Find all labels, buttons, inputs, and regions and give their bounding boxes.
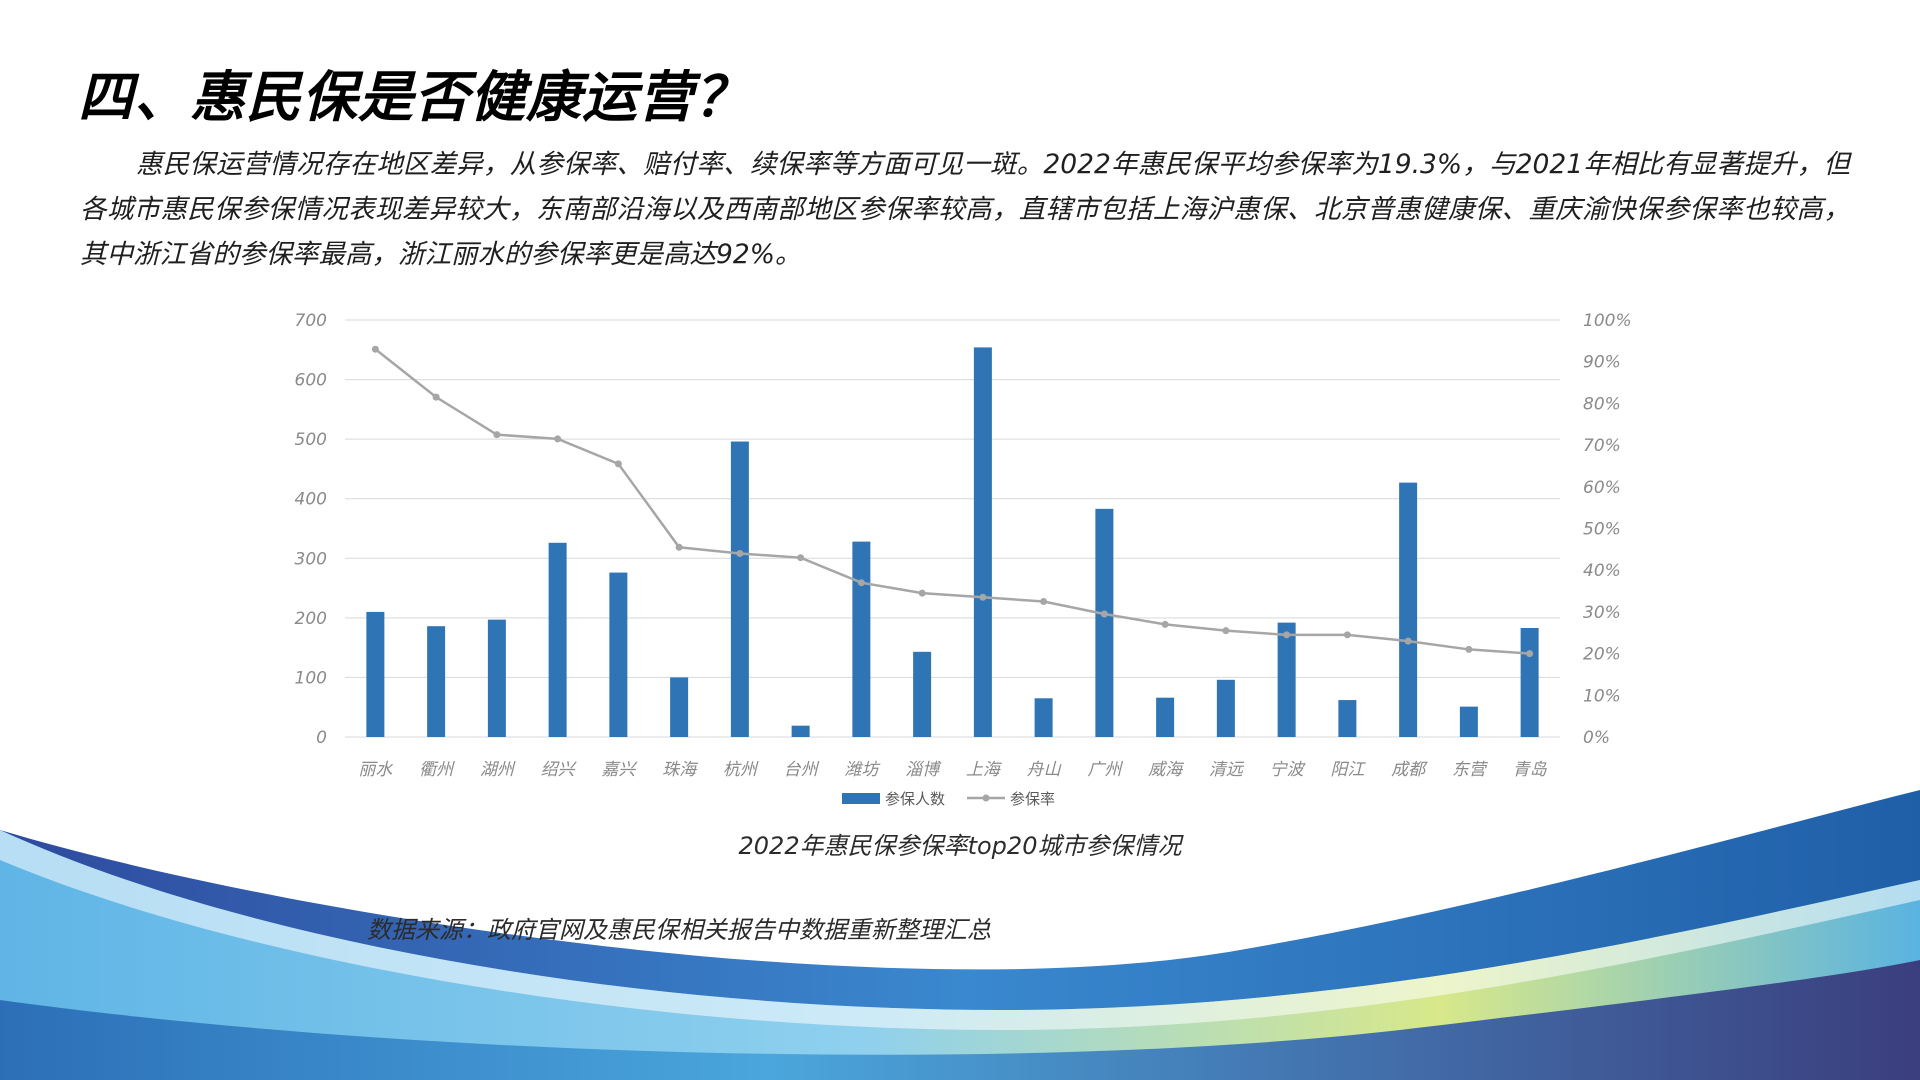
y-left-tick-label: 0 (316, 728, 327, 748)
line-point (1404, 637, 1412, 645)
bar (973, 347, 992, 737)
bar (1338, 700, 1357, 737)
bar (427, 626, 446, 737)
bar (913, 651, 932, 737)
x-tick-label: 湖州 (480, 760, 516, 780)
x-tick-label: 青岛 (1513, 760, 1548, 780)
y-left-tick-label: 500 (295, 430, 327, 450)
line-point (1343, 631, 1351, 639)
intro-paragraph: 惠民保运营情况存在地区差异，从参保率、赔付率、续保率等方面可见一斑。2022年惠… (80, 149, 1850, 270)
line-point (432, 393, 440, 401)
y-left-tick-label: 400 (295, 490, 327, 510)
line-point (1222, 627, 1230, 635)
bar (548, 542, 567, 737)
line-point (736, 550, 744, 558)
line-point (857, 579, 865, 587)
legend-swatch-bar (842, 793, 880, 804)
y-left-tick-label: 300 (295, 549, 327, 569)
bar (609, 572, 628, 737)
x-tick-label: 丽水 (358, 760, 393, 780)
bar (791, 725, 810, 737)
bar (670, 677, 689, 737)
y-right-tick-label: 20% (1583, 645, 1621, 665)
line-series-path (374, 348, 1530, 655)
x-tick-label: 杭州 (723, 760, 759, 780)
y-left-tick-label: 100 (295, 668, 327, 688)
line-point (1283, 631, 1291, 639)
y-right-tick-label: 70% (1583, 436, 1621, 456)
y-left-tick-label: 200 (295, 609, 327, 629)
legend-label-bar: 参保人数 (885, 790, 945, 808)
bar (1459, 706, 1478, 737)
page-title: 四、惠民保是否健康运营？ (78, 65, 751, 129)
x-tick-label: 淄博 (905, 760, 942, 780)
x-tick-label: 衢州 (419, 760, 455, 780)
x-tick-label: 阳江 (1330, 760, 1366, 780)
bar (366, 611, 385, 737)
y-right-tick-label: 40% (1583, 561, 1621, 581)
data-source-note: 数据来源：政府官网及惠民保相关报告中数据重新整理汇总 (367, 916, 991, 944)
x-tick-label: 台州 (784, 760, 820, 780)
bar (1034, 698, 1053, 737)
y-left-tick-label: 600 (295, 371, 327, 391)
bar (1095, 508, 1114, 737)
bar (1277, 622, 1296, 737)
chart-caption: 2022年惠民保参保率top20城市参保情况 (738, 832, 1182, 860)
bar (730, 441, 749, 737)
bar (1399, 482, 1418, 737)
line-point (1526, 650, 1534, 658)
x-tick-label: 清远 (1209, 760, 1245, 780)
x-tick-label: 舟山 (1027, 760, 1062, 780)
legend-marker-line (982, 794, 990, 802)
y-right-tick-label: 0% (1583, 728, 1610, 748)
line-point (554, 435, 562, 443)
y-right-tick-label: 10% (1583, 686, 1621, 706)
x-tick-label: 宁波 (1270, 760, 1307, 780)
x-tick-label: 广州 (1087, 760, 1123, 780)
line-point (918, 589, 926, 597)
x-tick-label: 成都 (1391, 760, 1428, 780)
x-tick-label: 嘉兴 (601, 760, 638, 780)
x-tick-label: 东营 (1452, 760, 1489, 780)
line-point (1100, 610, 1108, 618)
y-right-tick-label: 60% (1583, 478, 1621, 498)
x-tick-label: 威海 (1148, 760, 1185, 780)
line-point (1161, 620, 1169, 628)
x-tick-label: 珠海 (662, 760, 699, 780)
bar (1156, 697, 1175, 737)
y-right-tick-label: 90% (1583, 353, 1621, 373)
y-right-tick-label: 30% (1583, 603, 1621, 623)
bar (487, 619, 506, 737)
line-point (371, 345, 379, 353)
y-right-tick-label: 80% (1583, 394, 1621, 414)
x-tick-label: 潍坊 (844, 760, 881, 780)
line-point (1040, 597, 1048, 605)
x-tick-label: 绍兴 (541, 760, 578, 780)
line-point (493, 431, 501, 439)
bar (852, 541, 871, 737)
line-point (979, 593, 987, 601)
y-right-tick-label: 100% (1583, 311, 1632, 331)
y-right-tick-label: 50% (1583, 520, 1621, 540)
legend-label-line: 参保率 (1010, 790, 1055, 808)
y-left-tick-label: 700 (295, 311, 327, 331)
line-point (1465, 645, 1473, 653)
x-tick-label: 上海 (966, 760, 1003, 780)
line-point (675, 543, 683, 551)
bar (1520, 627, 1539, 737)
line-point (614, 460, 622, 468)
line-point (797, 554, 805, 562)
bar (1216, 679, 1235, 737)
